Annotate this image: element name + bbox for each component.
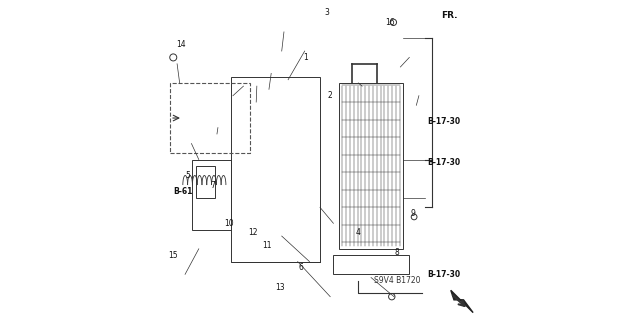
Text: 5: 5 (185, 171, 190, 180)
Polygon shape (451, 290, 473, 313)
Bar (196, 166, 215, 198)
Text: 6: 6 (298, 263, 303, 272)
Text: 11: 11 (262, 241, 272, 250)
Text: 10: 10 (224, 219, 234, 228)
Text: 9: 9 (410, 209, 415, 218)
Bar (193, 160, 230, 230)
Text: 8: 8 (394, 248, 399, 256)
Text: B-17-30: B-17-30 (427, 117, 460, 126)
Bar (339, 83, 403, 249)
Text: S9V4 B1720: S9V4 B1720 (374, 276, 420, 285)
Bar (230, 77, 320, 262)
Bar (333, 255, 410, 274)
Text: 7: 7 (211, 181, 216, 189)
Text: B-61: B-61 (173, 187, 193, 196)
Text: 14: 14 (177, 40, 186, 49)
Text: B-17-30: B-17-30 (427, 270, 460, 279)
Text: 15: 15 (168, 251, 178, 260)
Text: 12: 12 (248, 228, 258, 237)
Text: B-17-30: B-17-30 (427, 158, 460, 167)
Text: 3: 3 (324, 8, 329, 17)
Text: 13: 13 (275, 283, 285, 292)
Text: 4: 4 (356, 228, 361, 237)
Text: 2: 2 (327, 91, 332, 100)
Text: 1: 1 (303, 53, 308, 62)
Text: 16: 16 (385, 18, 395, 27)
Text: FR.: FR. (441, 11, 458, 20)
Bar (170, 83, 250, 153)
